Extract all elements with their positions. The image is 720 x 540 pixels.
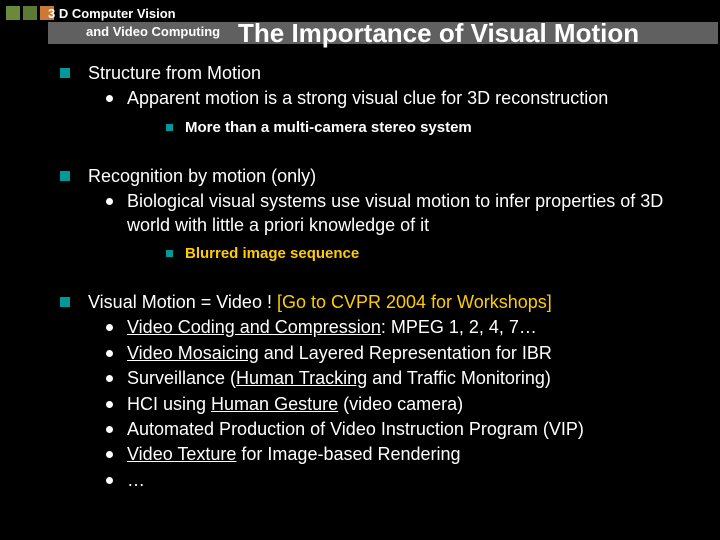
- bullet-text: Video Texture for Image-based Rendering: [127, 443, 461, 466]
- dot-bullet-icon: [106, 375, 113, 382]
- underlined-text: Video Coding and Compression: [127, 317, 381, 337]
- bullet-video-sub: Automated Production of Video Instructio…: [106, 418, 700, 441]
- dot-bullet-icon: [106, 477, 113, 484]
- bullet-text: More than a multi-camera stereo system: [185, 119, 472, 137]
- underlined-text: Video Texture: [127, 444, 236, 464]
- square-bullet-icon: [60, 68, 70, 78]
- bullet-recognition-subsub: Blurred image sequence: [166, 245, 700, 263]
- bullet-sfm: Structure from Motion: [60, 62, 700, 85]
- lab-title: 3 D Computer Vision: [48, 6, 176, 21]
- bullet-text: Apparent motion is a strong visual clue …: [127, 87, 608, 110]
- bullet-text: Surveillance (Human Tracking and Traffic…: [127, 367, 551, 390]
- bullet-text: Automated Production of Video Instructio…: [127, 418, 584, 441]
- square-bullet-icon: [60, 297, 70, 307]
- header: 3 D Computer Vision and Video Computing …: [0, 0, 720, 44]
- bullet-video-sub: HCI using Human Gesture (video camera): [106, 393, 700, 416]
- bullet-text: Blurred image sequence: [185, 245, 359, 263]
- logo-square-1: [6, 6, 20, 20]
- bullet-video-sub: Video Coding and Compression: MPEG 1, 2,…: [106, 316, 700, 339]
- bullet-text: …: [127, 469, 145, 492]
- underlined-text: Video Mosaicing: [127, 343, 259, 363]
- title-yellow: [Go to CVPR 2004 for Workshops]: [277, 292, 552, 312]
- small-square-bullet-icon: [166, 124, 173, 131]
- slide-title: The Importance of Visual Motion: [238, 18, 639, 49]
- lab-subtitle: and Video Computing: [86, 24, 220, 39]
- bullet-recognition: Recognition by motion (only): [60, 165, 700, 188]
- underlined-text: Human Gesture: [211, 394, 338, 414]
- dot-bullet-icon: [106, 198, 113, 205]
- dot-bullet-icon: [106, 451, 113, 458]
- dot-bullet-icon: [106, 350, 113, 357]
- title-plain: Visual Motion = Video !: [88, 292, 277, 312]
- dot-bullet-icon: [106, 324, 113, 331]
- bullet-video: Visual Motion = Video ! [Go to CVPR 2004…: [60, 291, 700, 314]
- dot-bullet-icon: [106, 426, 113, 433]
- dot-bullet-icon: [106, 401, 113, 408]
- bullet-text: Biological visual systems use visual mot…: [127, 190, 700, 237]
- bullet-text: HCI using Human Gesture (video camera): [127, 393, 463, 416]
- bullet-sfm-sub: Apparent motion is a strong visual clue …: [106, 87, 700, 110]
- bullet-video-sub: Surveillance (Human Tracking and Traffic…: [106, 367, 700, 390]
- bullet-text: Structure from Motion: [88, 62, 261, 85]
- bullet-video-sub: Video Mosaicing and Layered Representati…: [106, 342, 700, 365]
- dot-bullet-icon: [106, 95, 113, 102]
- logo-square-2: [23, 6, 37, 20]
- underlined-text: Human Tracking: [236, 368, 367, 388]
- bullet-recognition-sub: Biological visual systems use visual mot…: [106, 190, 700, 237]
- bullet-text: Visual Motion = Video ! [Go to CVPR 2004…: [88, 291, 552, 314]
- slide-content: Structure from Motion Apparent motion is…: [60, 58, 700, 492]
- bullet-video-sub: Video Texture for Image-based Rendering: [106, 443, 700, 466]
- bullet-text: Recognition by motion (only): [88, 165, 316, 188]
- bullet-sfm-subsub: More than a multi-camera stereo system: [166, 119, 700, 137]
- logo-squares: [6, 6, 54, 20]
- square-bullet-icon: [60, 171, 70, 181]
- small-square-bullet-icon: [166, 250, 173, 257]
- bullet-text: Video Mosaicing and Layered Representati…: [127, 342, 552, 365]
- bullet-video-sub: …: [106, 469, 700, 492]
- bullet-text: Video Coding and Compression: MPEG 1, 2,…: [127, 316, 537, 339]
